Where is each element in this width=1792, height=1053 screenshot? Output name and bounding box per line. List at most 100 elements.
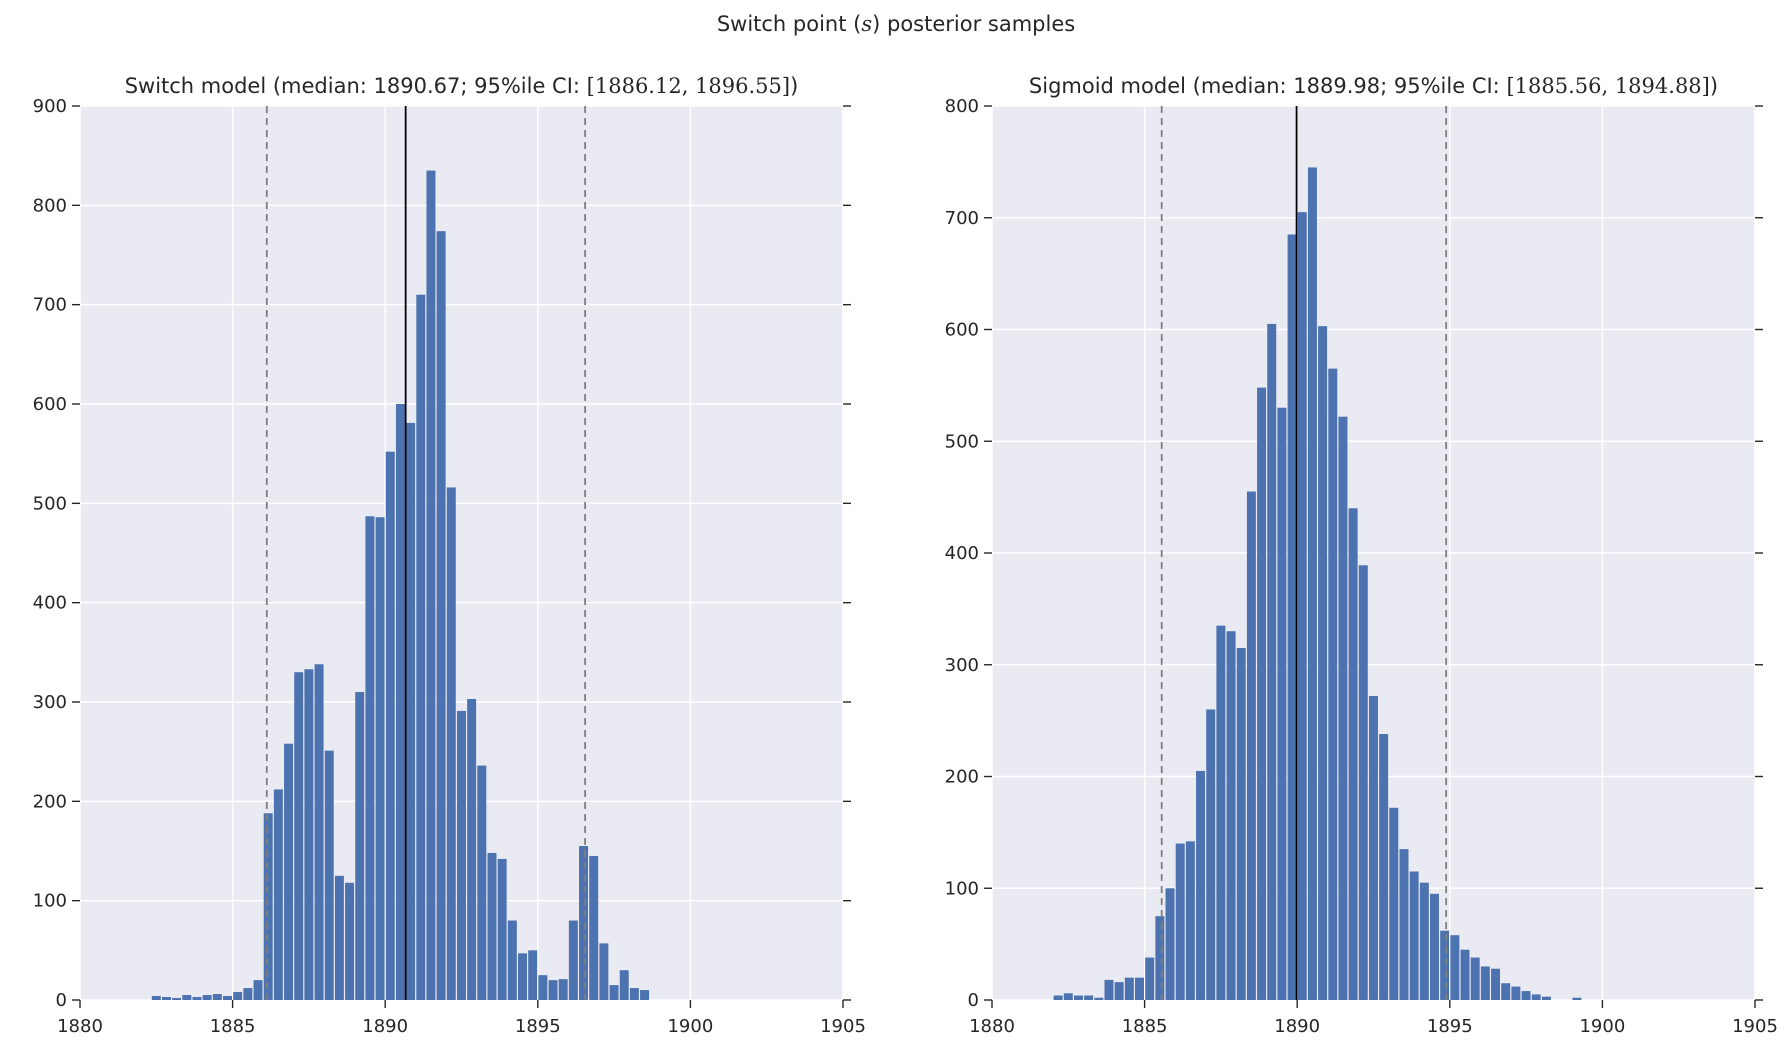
- histogram-bar: [1277, 407, 1287, 1001]
- histogram-bar: [1328, 368, 1338, 1000]
- histogram-bar: [528, 950, 538, 1000]
- histogram-bar: [406, 422, 416, 1001]
- histogram-bar: [161, 997, 171, 1000]
- y-tick-label: 100: [33, 891, 67, 912]
- histogram-bar: [1206, 709, 1216, 1000]
- x-tick-label: 1905: [1732, 1016, 1778, 1037]
- y-tick-label: 800: [33, 195, 67, 216]
- histogram-bar: [212, 994, 222, 1000]
- histogram-bar: [1521, 991, 1531, 1000]
- y-tick-label: 500: [945, 431, 979, 452]
- y-tick-label: 700: [33, 295, 67, 316]
- y-tick-label: 900: [33, 96, 67, 117]
- sigmoid-model-histogram: 0 100 200 300 400 500 600 700 800 1880 1885 1890 189…: [945, 96, 1778, 1037]
- sigmoid-model-title-ci: [1885.56, 1894.88]: [1506, 74, 1710, 98]
- histogram-bar: [1246, 491, 1256, 1000]
- switch-model-title-prefix: Switch model (median: 1890.67; 95%ile CI…: [124, 74, 587, 98]
- y-tick-label: 400: [33, 593, 67, 614]
- x-tick-label: 1895: [515, 1016, 561, 1037]
- histogram-bar: [1114, 982, 1124, 1000]
- histogram-bar: [1470, 957, 1480, 1000]
- histogram-bar: [1440, 930, 1450, 1000]
- histogram-bar: [1358, 565, 1368, 1000]
- histogram-bar: [1155, 916, 1165, 1000]
- histogram-bar: [558, 979, 568, 1000]
- histogram-bar: [1501, 983, 1511, 1000]
- histogram-bar: [1379, 734, 1389, 1000]
- histogram-bar: [1409, 871, 1419, 1000]
- histogram-bar: [172, 998, 182, 1000]
- histogram-bar: [1236, 647, 1246, 1000]
- x-tick-label: 1890: [362, 1016, 408, 1037]
- y-tick-label: 100: [945, 878, 979, 899]
- histogram-bar: [273, 789, 283, 1000]
- histogram-bar: [1267, 323, 1277, 1001]
- y-tick-label: 300: [33, 692, 67, 713]
- sigmoid-model-title-suffix: ): [1709, 74, 1719, 98]
- histogram-bar: [1226, 631, 1236, 1000]
- histogram-bar: [1399, 849, 1409, 1000]
- histogram-bar: [1175, 843, 1185, 1000]
- histogram-bar: [1135, 977, 1144, 1000]
- histogram-bar: [1419, 882, 1429, 1000]
- histogram-bar: [609, 985, 619, 1000]
- histogram-bar: [1491, 968, 1501, 1000]
- histogram-bar: [1318, 326, 1328, 1000]
- histogram-bar: [446, 487, 456, 1000]
- histogram-bar: [1450, 935, 1460, 1000]
- histogram-bar: [477, 765, 487, 1000]
- sigmoid-model-title: Sigmoid model (median: 1889.98; 95%ile C…: [992, 74, 1755, 98]
- histogram-bar: [1257, 387, 1267, 1000]
- histogram-bar: [467, 699, 477, 1000]
- histogram-bar: [436, 231, 446, 1000]
- histogram-bar: [1084, 995, 1094, 1000]
- histogram-bar: [284, 743, 294, 1000]
- histogram-bar: [304, 669, 314, 1000]
- histogram-bar: [223, 996, 232, 1000]
- y-tick-label: 500: [33, 493, 67, 514]
- histogram-bar: [1430, 893, 1439, 1000]
- histogram-bar: [1460, 949, 1470, 1000]
- y-tick-label: 0: [56, 990, 67, 1011]
- histogram-bar: [294, 672, 304, 1000]
- figure-title-suffix: ) posterior samples: [872, 12, 1076, 36]
- histogram-bar: [375, 517, 385, 1000]
- histogram-bar: [497, 858, 507, 1000]
- histogram-bar: [507, 920, 517, 1000]
- histogram-bar: [253, 980, 263, 1000]
- histogram-bar: [589, 855, 599, 1000]
- x-tick-label: 1905: [820, 1016, 866, 1037]
- histogram-bar: [1165, 888, 1175, 1000]
- histogram-bar: [192, 997, 202, 1000]
- histogram-bar: [334, 875, 344, 1000]
- histogram-bar: [395, 404, 405, 1000]
- histogram-bar: [1145, 957, 1155, 1000]
- y-tick-label: 300: [945, 655, 979, 676]
- histogram-bar: [579, 846, 589, 1000]
- histogram-bar: [1063, 993, 1073, 1000]
- figure-title-math: s: [861, 12, 873, 36]
- switch-model-title-suffix: ): [790, 74, 799, 98]
- histogram-bar: [640, 990, 650, 1000]
- y-tick-label: 200: [945, 767, 979, 788]
- histogram-bar: [1348, 508, 1358, 1000]
- histogram-bar: [456, 710, 466, 1000]
- histogram-bar: [1389, 807, 1399, 1000]
- x-tick-label: 1880: [969, 1016, 1015, 1037]
- histogram-bar: [1531, 994, 1541, 1000]
- histogram-bar: [1572, 997, 1582, 1000]
- switch-model-title-ci: [1886.12, 1896.55]: [586, 74, 791, 98]
- histogram-bar: [1297, 212, 1307, 1001]
- histogram-bar: [548, 980, 558, 1000]
- y-tick-label: 800: [945, 96, 979, 117]
- x-tick-label: 1885: [1122, 1016, 1168, 1037]
- histogram-bar: [355, 692, 365, 1000]
- histogram-bar: [1073, 995, 1083, 1000]
- x-tick-label: 1890: [1274, 1016, 1320, 1037]
- histogram-bar: [182, 995, 192, 1000]
- x-tick-label: 1895: [1427, 1016, 1473, 1037]
- histogram-bar: [1368, 696, 1378, 1000]
- y-tick-label: 0: [968, 990, 979, 1011]
- switch-model-histogram: 0 100 200 300 400 500 600 700 800 900 1880 1885 1890…: [33, 96, 866, 1037]
- histogram-bar: [202, 995, 212, 1000]
